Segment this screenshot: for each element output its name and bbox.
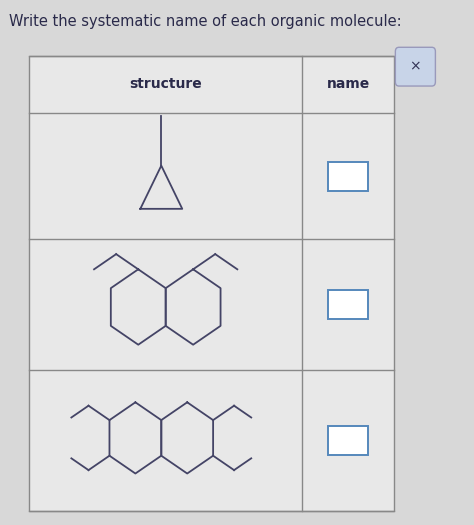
Text: ×: × (410, 60, 421, 74)
FancyBboxPatch shape (395, 47, 436, 86)
FancyBboxPatch shape (328, 162, 368, 191)
Text: name: name (327, 78, 370, 91)
Text: Write the systematic name of each organic molecule:: Write the systematic name of each organi… (9, 14, 402, 29)
Text: structure: structure (129, 78, 202, 91)
FancyBboxPatch shape (328, 290, 368, 319)
FancyBboxPatch shape (328, 426, 368, 455)
Bar (29, 56, 394, 511)
